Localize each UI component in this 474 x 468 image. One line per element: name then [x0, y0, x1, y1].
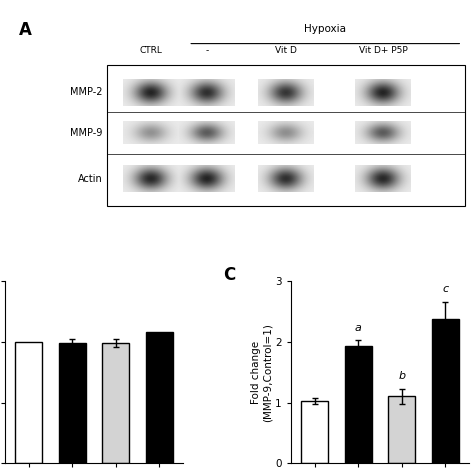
Text: C: C: [223, 266, 235, 285]
Text: CTRL: CTRL: [140, 46, 163, 55]
Text: Vit D: Vit D: [275, 46, 297, 55]
Text: c: c: [442, 285, 448, 294]
Bar: [146, 332, 173, 463]
Text: MMP-2: MMP-2: [70, 88, 102, 97]
Text: Vit D+ P5P: Vit D+ P5P: [359, 46, 408, 55]
Text: A: A: [18, 21, 32, 39]
Text: Actin: Actin: [78, 174, 102, 183]
Bar: [107, 65, 465, 206]
Bar: [388, 396, 415, 463]
Bar: [432, 319, 459, 463]
Bar: [301, 402, 328, 463]
Text: b: b: [398, 371, 405, 381]
Bar: [345, 346, 372, 463]
Text: Hypoxia: Hypoxia: [304, 24, 346, 34]
Y-axis label: Fold change
(MMP-9,Control=1): Fold change (MMP-9,Control=1): [251, 323, 272, 422]
Bar: [102, 343, 129, 463]
Text: a: a: [355, 323, 362, 333]
Bar: [15, 342, 42, 463]
Text: -: -: [205, 46, 209, 55]
Bar: [59, 343, 86, 463]
Text: MMP-9: MMP-9: [70, 128, 102, 138]
